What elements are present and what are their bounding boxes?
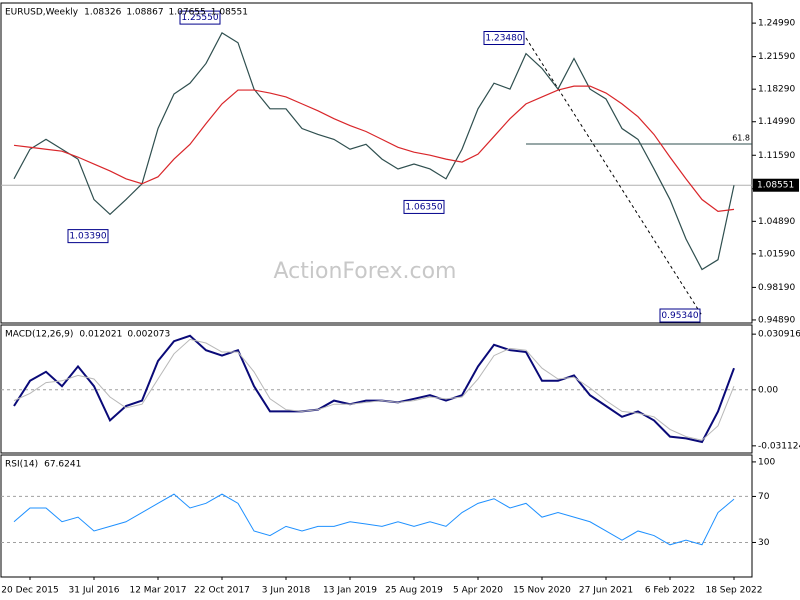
x-tick-label: 20 Dec 2015 (1, 586, 59, 596)
panel-reading: 0.002073 (127, 330, 170, 340)
panel-frame (0, 454, 753, 578)
y-tick-label: 0.98190 (758, 283, 795, 293)
x-tick-label: 18 Sep 2022 (705, 586, 762, 596)
x-tick-label: 13 Jan 2019 (323, 586, 377, 596)
annotation-label: 1.23480 (485, 34, 522, 44)
series-line (13, 334, 735, 444)
series-line (13, 85, 735, 212)
trendline (525, 37, 703, 316)
x-tick-label: 15 Nov 2020 (513, 586, 571, 596)
annotation-label: 1.06350 (405, 202, 442, 212)
y-tick-label: 1.01590 (758, 249, 795, 259)
annotation-box (659, 308, 701, 323)
x-tick-label: 25 Aug 2019 (385, 586, 443, 596)
x-tick-label: 27 Jun 2021 (579, 586, 633, 596)
panel-reading: 1.07655 (169, 8, 206, 18)
y-tick-label: 1.24990 (758, 19, 795, 29)
panel-title: EURUSD,Weekly (5, 8, 79, 18)
fib-label: 61.8 (732, 134, 750, 143)
last-price-box (753, 178, 799, 192)
y-tick-label: 1.14990 (758, 117, 795, 127)
y-tick-label: 30 (758, 538, 770, 548)
series-line (13, 493, 735, 546)
panel-frame (0, 2, 753, 324)
panel-reading: 67.6241 (44, 460, 81, 470)
series-line (13, 338, 735, 441)
panel-reading: 1.08867 (126, 8, 163, 18)
annotation-label: 0.95340 (661, 311, 698, 321)
watermark: ActionForex.com (274, 259, 457, 284)
last-price-label: 1.08551 (757, 181, 794, 191)
y-tick-label: 0.030916 (758, 330, 800, 340)
annotation-box (67, 229, 109, 244)
x-tick-label: 31 Jul 2016 (69, 586, 120, 596)
panel-reading: 0.012021 (79, 330, 122, 340)
annotation-box (483, 31, 525, 46)
y-tick-label: 100 (758, 457, 775, 467)
annotation-label: 1.03390 (69, 232, 106, 242)
y-tick-label: 1.21590 (758, 52, 795, 62)
annotation-label: 1.25550 (181, 13, 218, 23)
x-tick-label: 22 Oct 2017 (194, 586, 250, 596)
panel-title: MACD(12,26,9) (5, 330, 73, 340)
annotation-box (179, 10, 221, 25)
x-tick-label: 12 Mar 2017 (129, 586, 186, 596)
panel-reading: 1.08551 (211, 8, 248, 18)
y-tick-label: 1.18290 (758, 85, 795, 95)
x-tick-label: 3 Jun 2018 (262, 586, 311, 596)
panel-reading: 1.08326 (84, 8, 121, 18)
annotation-box (403, 199, 445, 214)
panel-frame (0, 324, 753, 454)
panel-title: RSI(14) (5, 460, 38, 470)
y-tick-label: 70 (758, 492, 770, 502)
y-tick-label: 1.11590 (758, 151, 795, 161)
y-tick-label: -0.031124 (758, 441, 800, 451)
x-tick-label: 6 Feb 2022 (645, 586, 695, 596)
series-line (13, 32, 735, 271)
y-tick-label: 0.94890 (758, 315, 795, 325)
x-tick-label: 5 Apr 2020 (453, 586, 503, 596)
y-tick-label: 0.00 (758, 385, 778, 395)
y-tick-label: 1.04890 (758, 217, 795, 227)
